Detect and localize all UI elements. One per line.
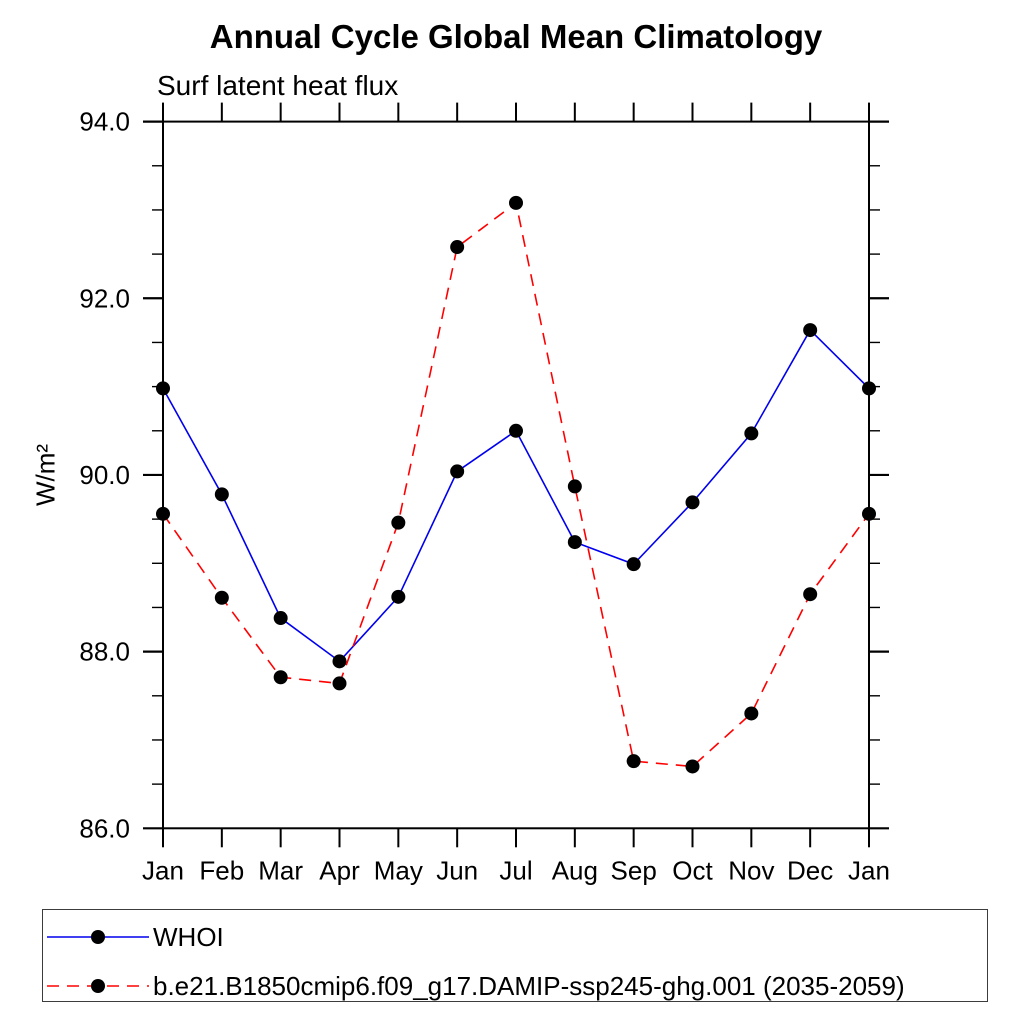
x-tick-label: May — [374, 855, 423, 885]
x-tick-label: Aug — [552, 855, 598, 885]
plot-frame — [162, 120, 870, 830]
data-point-marker — [626, 754, 641, 769]
data-point-marker — [156, 381, 170, 396]
data-point-marker — [803, 587, 818, 602]
whoi-line — [162, 328, 870, 663]
data-point-marker — [509, 195, 523, 210]
data-point-marker — [744, 706, 759, 721]
legend: WHOI b.e21.B1850cmip6.f09_g17.DAMIP-ssp2… — [42, 909, 988, 1002]
data-point-marker — [332, 654, 347, 669]
data-point-marker — [450, 240, 465, 255]
data-point-marker — [391, 589, 406, 604]
whoi-line-sample-icon — [47, 930, 149, 944]
legend-label-whoi: WHOI — [153, 922, 224, 952]
model-line — [162, 201, 870, 768]
x-tick-label: Nov — [728, 855, 774, 885]
data-point-marker — [862, 381, 876, 396]
data-point-marker — [273, 611, 288, 626]
legend-label-model: b.e21.B1850cmip6.f09_g17.DAMIP-ssp245-gh… — [153, 971, 905, 1001]
data-point-marker — [273, 670, 288, 685]
data-point-marker — [214, 590, 229, 605]
y-tick-label: 90.0 — [79, 460, 130, 490]
data-point-marker — [332, 676, 347, 691]
y-tick-label: 86.0 — [79, 813, 130, 843]
x-tick-label: Jul — [499, 855, 532, 885]
data-point-marker — [567, 535, 582, 550]
data-point-marker — [450, 464, 465, 479]
x-tick-label: Jan — [848, 855, 890, 885]
x-tick-label: Oct — [672, 855, 713, 885]
y-tick-label: 92.0 — [79, 283, 130, 313]
data-point-marker — [626, 557, 641, 572]
data-point-marker — [685, 759, 700, 774]
x-tick-label: Jan — [142, 855, 184, 885]
chart-title: Annual Cycle Global Mean Climatology — [209, 18, 823, 55]
data-point-marker — [214, 487, 229, 502]
data-point-marker — [509, 423, 523, 438]
x-tick-label: Feb — [199, 855, 244, 885]
data-point-marker — [803, 323, 818, 338]
x-tick-label: Mar — [258, 855, 303, 885]
x-tick-label: Apr — [319, 855, 360, 885]
x-tick-label: Dec — [787, 855, 833, 885]
data-point-marker — [744, 426, 759, 441]
data-point-marker — [862, 506, 876, 521]
x-tick-label: Jun — [436, 855, 478, 885]
data-point-marker — [685, 495, 700, 510]
y-tick-label: 94.0 — [79, 107, 130, 137]
data-point-marker — [156, 506, 170, 521]
model-line-sample-icon — [47, 979, 149, 993]
data-point-marker — [567, 479, 582, 494]
chart-subtitle: Surf latent heat flux — [157, 70, 399, 101]
data-point-marker — [391, 515, 406, 530]
y-tick-label: 88.0 — [79, 637, 130, 667]
x-tick-label: Sep — [611, 855, 657, 885]
